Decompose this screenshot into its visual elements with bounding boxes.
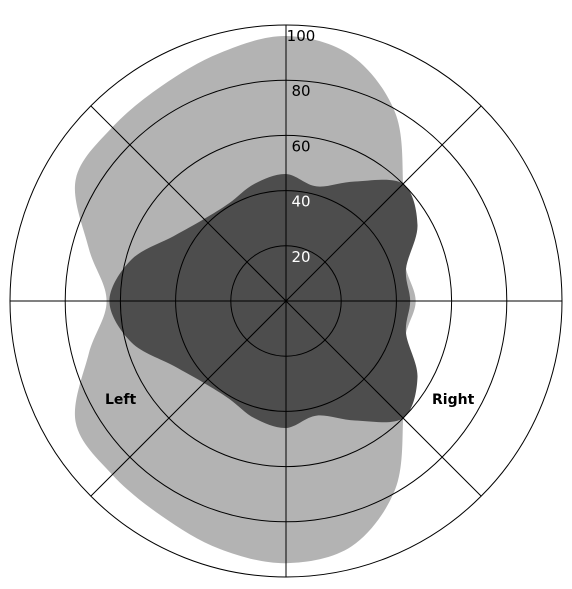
right-label: Right — [432, 392, 475, 408]
tick-label-40: 40 — [291, 193, 310, 211]
tick-label-100: 100 — [287, 27, 316, 45]
tick-label-60: 60 — [291, 137, 310, 155]
polar-grid — [10, 25, 562, 577]
left-label: Left — [105, 392, 137, 408]
tick-label-80: 80 — [291, 82, 310, 100]
tick-label-20: 20 — [291, 248, 310, 266]
field-areas — [75, 36, 418, 563]
